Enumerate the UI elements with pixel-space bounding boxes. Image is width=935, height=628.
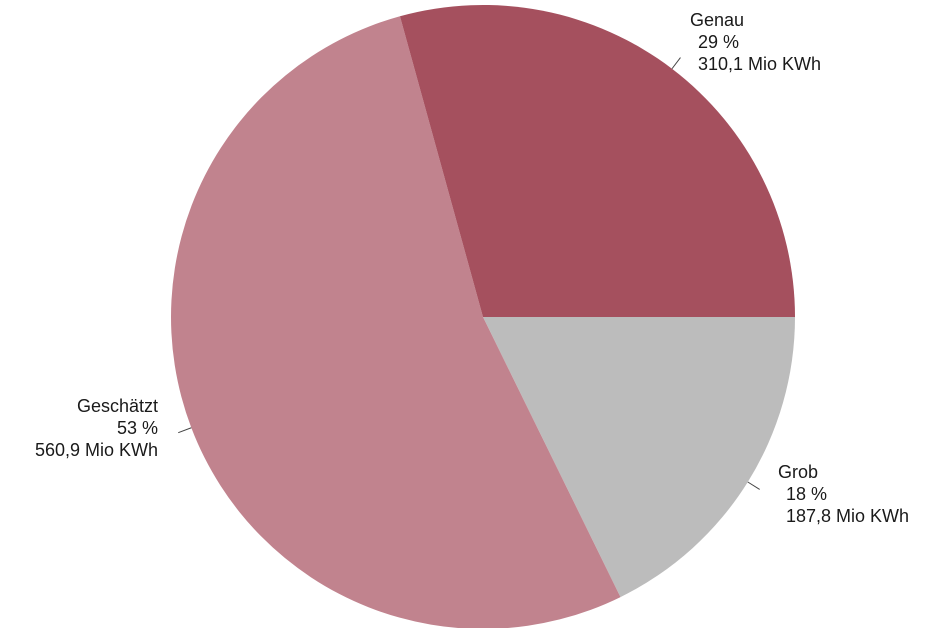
- pie-slice-grob: [483, 317, 795, 598]
- slice-percent-geschätzt: 53 %: [117, 418, 158, 438]
- slice-name-grob: Grob: [778, 462, 818, 482]
- pie-slices: [171, 4, 795, 628]
- slice-name-geschätzt: Geschätzt: [77, 396, 158, 416]
- slice-value-genau: 310,1 Mio KWh: [698, 54, 821, 74]
- leader-line-genau: [671, 57, 681, 70]
- leader-line-geschätzt: [178, 427, 192, 434]
- leader-line-grob: [747, 481, 760, 490]
- pie-slice-geschätzt: [171, 16, 621, 628]
- slice-name-genau: Genau: [690, 10, 744, 30]
- pie-leader-lines: [178, 57, 760, 490]
- pie-slice-genau: [399, 4, 795, 317]
- slice-value-grob: 187,8 Mio KWh: [786, 506, 909, 526]
- slice-value-geschätzt: 560,9 Mio KWh: [35, 440, 158, 460]
- slice-percent-genau: 29 %: [698, 32, 739, 52]
- slice-percent-grob: 18 %: [786, 484, 827, 504]
